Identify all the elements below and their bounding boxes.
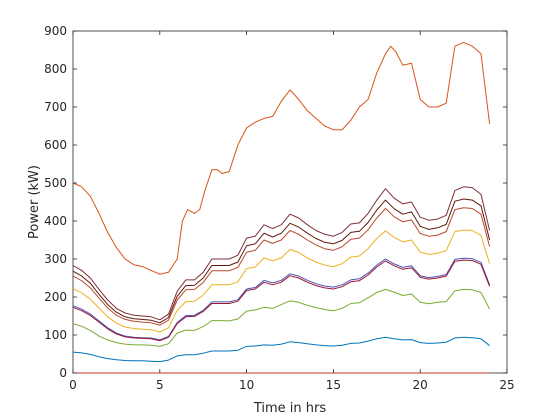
series-line-1 <box>72 41 491 275</box>
x-axis-label: Time in hrs <box>253 401 327 416</box>
series-line-5 <box>72 229 491 333</box>
x-tick-label: 10 <box>239 378 254 392</box>
y-tick-label: 800 <box>44 62 67 76</box>
x-axis-ticks: 0 5 10 15 20 25 <box>69 31 515 392</box>
y-tick-label: 0 <box>59 366 67 380</box>
series-line-3 <box>72 198 491 324</box>
y-tick-label: 600 <box>44 138 67 152</box>
series-line-2 <box>72 186 491 321</box>
plot-area: 0 5 10 15 20 25 0 100 200 300 400 500 600 700 800 900 <box>44 24 515 392</box>
x-tick-label: 20 <box>413 378 428 392</box>
series-line-8 <box>72 288 491 347</box>
x-tick-label: 5 <box>156 378 164 392</box>
y-axis-label: Power (kW) <box>27 165 42 239</box>
y-axis-ticks: 0 100 200 300 400 500 600 700 800 900 <box>44 24 507 380</box>
series-group <box>72 41 491 374</box>
x-tick-label: 15 <box>326 378 341 392</box>
y-tick-label: 300 <box>44 252 67 266</box>
y-tick-label: 200 <box>44 290 67 304</box>
series-line-7 <box>72 259 491 342</box>
y-tick-label: 500 <box>44 176 67 190</box>
series-line-4 <box>72 207 491 326</box>
x-tick-label: 0 <box>69 378 77 392</box>
x-tick-label: 25 <box>499 378 514 392</box>
y-tick-label: 900 <box>44 24 67 38</box>
y-tick-label: 400 <box>44 214 67 228</box>
series-line-6 <box>72 257 491 341</box>
y-tick-label: 700 <box>44 100 67 114</box>
series-line-9 <box>72 336 490 363</box>
y-tick-label: 100 <box>44 328 67 342</box>
